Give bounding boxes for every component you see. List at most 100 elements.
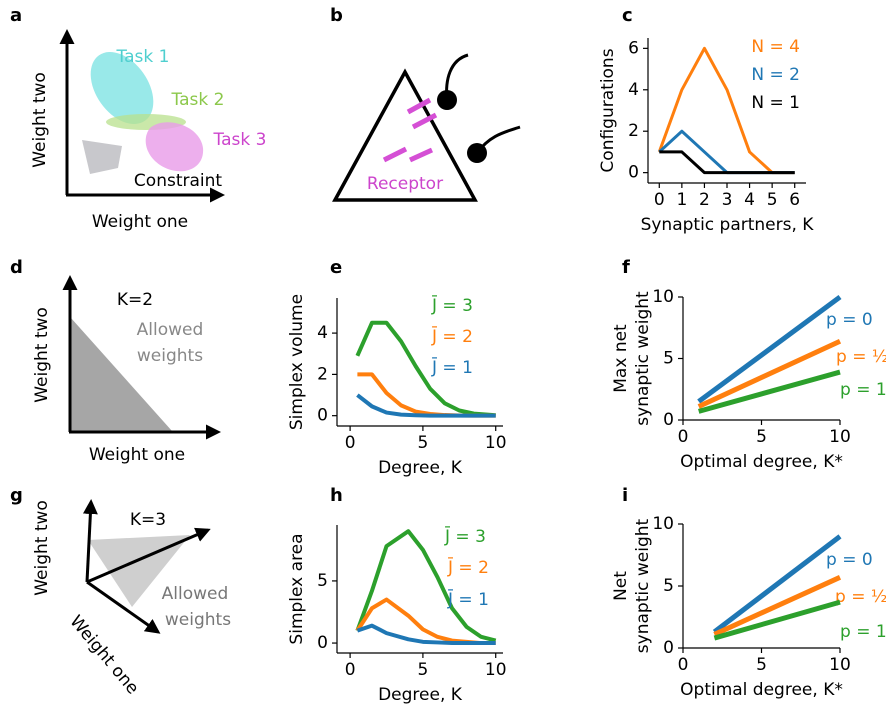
legend-label: p = ½ bbox=[836, 347, 886, 367]
x-tick-label: 3 bbox=[722, 190, 733, 210]
panel-label: d bbox=[10, 257, 23, 278]
diagram-d: K=2 Allowed weights Weight one Weight tw… bbox=[32, 275, 221, 465]
series-line bbox=[659, 150, 795, 175]
legend-label: p = ½ bbox=[835, 587, 886, 607]
axis-label: Weight two bbox=[30, 72, 50, 168]
y-axis-label: Simplex area bbox=[287, 533, 307, 644]
panel-label: f bbox=[622, 257, 630, 278]
task-label: Task 2 bbox=[171, 90, 225, 110]
y-tick-label: 0 bbox=[663, 638, 674, 658]
y-tick-label: 10 bbox=[652, 514, 674, 534]
y-tick-label: 5 bbox=[317, 571, 328, 591]
diagram-title: K=3 bbox=[130, 510, 166, 530]
y-tick-label: 2 bbox=[628, 121, 639, 141]
synapse bbox=[467, 143, 487, 163]
y-axis-label: Net bbox=[611, 571, 631, 601]
y-tick-label: 10 bbox=[652, 287, 674, 307]
series-line bbox=[697, 294, 842, 404]
x-tick-label: 0 bbox=[345, 660, 356, 680]
x-tick-label: 10 bbox=[485, 660, 507, 680]
y-tick-label: 0 bbox=[628, 163, 639, 183]
x-tick-label: 5 bbox=[417, 660, 428, 680]
axis-label: Weight one bbox=[89, 445, 185, 465]
y-tick-label: 5 bbox=[663, 349, 674, 369]
legend-label: N = 1 bbox=[751, 93, 800, 113]
task-label: Task 3 bbox=[213, 130, 267, 150]
series-line bbox=[712, 534, 842, 634]
region-label: Allowed bbox=[137, 320, 204, 340]
constraint-label: Constraint bbox=[134, 171, 222, 191]
legend-label: J̄ = 1 bbox=[447, 588, 489, 610]
x-tick-label: 6 bbox=[789, 190, 800, 210]
panel-label: h bbox=[330, 485, 343, 506]
receptor-label: Receptor bbox=[367, 174, 443, 194]
y-tick-label: 6 bbox=[628, 38, 639, 58]
series-line bbox=[713, 575, 842, 637]
x-tick-label: 1 bbox=[676, 190, 687, 210]
constraint-region bbox=[82, 140, 122, 174]
y-tick-label: 0 bbox=[663, 410, 674, 430]
legend-label: J̄ = 2 bbox=[447, 556, 489, 578]
series-line bbox=[356, 623, 496, 646]
y-axis-label: Simplex volume bbox=[287, 294, 307, 430]
x-tick-label: 2 bbox=[699, 190, 710, 210]
diagram-title: K=2 bbox=[117, 290, 153, 310]
x-tick-label: 5 bbox=[756, 427, 767, 447]
y-tick-label: 0 bbox=[317, 406, 328, 426]
series-line bbox=[355, 529, 497, 643]
x-tick-label: 5 bbox=[417, 433, 428, 453]
x-tick-label: 5 bbox=[756, 655, 767, 675]
task-region bbox=[90, 51, 154, 125]
legend-label: p = 0 bbox=[826, 310, 873, 330]
series-line bbox=[356, 393, 496, 418]
task-region bbox=[145, 122, 204, 172]
y-tick-label: 5 bbox=[663, 576, 674, 596]
axis bbox=[82, 499, 98, 583]
y-tick-label: 2 bbox=[317, 364, 328, 384]
x-axis-label: Degree, K bbox=[378, 458, 463, 478]
axis-label: Weight one bbox=[92, 212, 188, 232]
diagram-g: K=3 Allowed weights Weight two Weight on… bbox=[32, 499, 231, 699]
axis-label: Weight one bbox=[65, 612, 142, 699]
diagram-b: Receptor bbox=[332, 53, 521, 202]
axis-label: Weight two bbox=[32, 307, 52, 403]
x-axis-label: Degree, K bbox=[378, 685, 463, 705]
x-axis-label: Optimal degree, K* bbox=[680, 452, 843, 472]
x-tick-label: 10 bbox=[829, 655, 851, 675]
task-label: Task 1 bbox=[116, 47, 170, 67]
panel-label: a bbox=[10, 5, 22, 26]
axis bbox=[86, 580, 161, 634]
legend-label: p = 0 bbox=[826, 550, 873, 570]
receptors bbox=[382, 97, 438, 163]
axis bbox=[86, 527, 211, 584]
legend-label: p = 1 bbox=[840, 380, 886, 400]
x-tick-label: 0 bbox=[678, 427, 689, 447]
x-tick-label: 10 bbox=[485, 433, 507, 453]
x-tick-label: 0 bbox=[678, 655, 689, 675]
region-label: Allowed bbox=[162, 584, 229, 604]
panel-label: e bbox=[330, 257, 342, 278]
y-tick-label: 4 bbox=[628, 80, 639, 100]
x-axis-label: Synaptic partners, K bbox=[641, 215, 815, 235]
y-tick-label: 0 bbox=[317, 633, 328, 653]
series-line bbox=[698, 369, 841, 414]
region-label: weights bbox=[165, 610, 231, 630]
legend-label: N = 4 bbox=[751, 37, 800, 57]
x-tick-label: 0 bbox=[654, 190, 665, 210]
x-tick-label: 4 bbox=[744, 190, 755, 210]
synapse bbox=[437, 90, 457, 110]
panel-label: b bbox=[330, 5, 343, 26]
y-axis-label: synaptic weight bbox=[633, 291, 653, 426]
x-tick-label: 5 bbox=[767, 190, 778, 210]
panel-label: g bbox=[10, 485, 23, 506]
y-axis-label: synaptic weight bbox=[633, 518, 653, 653]
x-tick-label: 10 bbox=[829, 427, 851, 447]
x-axis-label: Optimal degree, K* bbox=[680, 680, 843, 700]
diagram-a: Task 1 Task 2 Task 3 Constraint Weight o… bbox=[30, 29, 267, 232]
legend-label: J̄ = 2 bbox=[431, 325, 473, 347]
series-line bbox=[713, 599, 841, 641]
series-line bbox=[697, 339, 842, 409]
allowed-region bbox=[88, 535, 190, 607]
neuron bbox=[332, 68, 478, 202]
